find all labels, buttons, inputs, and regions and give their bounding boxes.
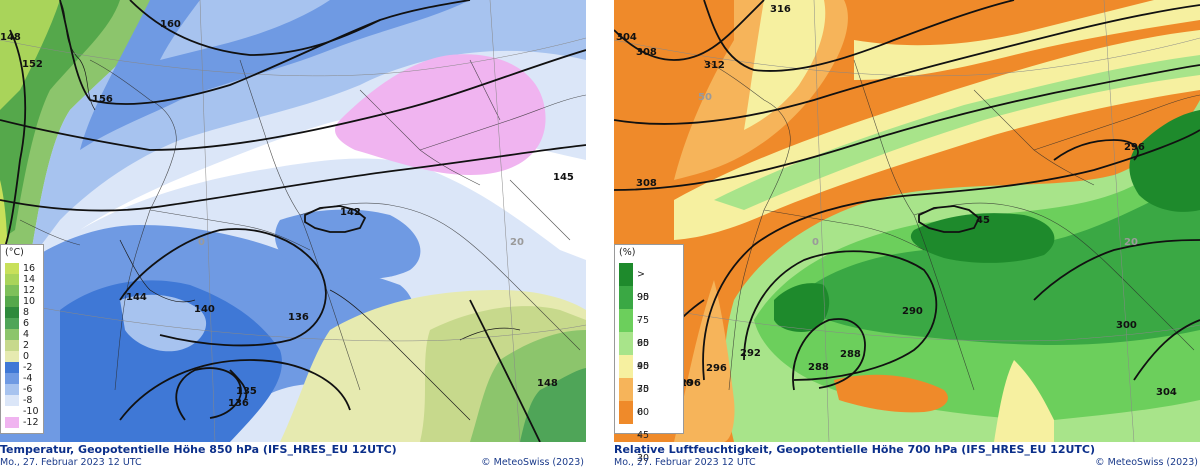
contour-label: 148 (0, 32, 21, 43)
contour-labels: 148 152 156 160 145 144 140 136 136 135 … (0, 19, 574, 409)
contour-label: 140 (194, 304, 215, 315)
contour-label: 135 (236, 386, 257, 397)
contour-label: 144 (126, 292, 147, 303)
contour-label: 288 (808, 362, 829, 373)
legend-label: -10 (23, 406, 39, 417)
contour-label: 156 (92, 94, 113, 105)
contour-label: 304 (1156, 387, 1177, 398)
legend-label: 2 (23, 340, 30, 351)
legend-swatch (5, 417, 19, 429)
legend-label: 16 (23, 263, 36, 274)
longitude-label: 20 (510, 237, 524, 248)
contour-label: 316 (770, 4, 791, 15)
legend-label: 45 - 60 (637, 361, 650, 418)
map-date: Mo., 27. Februar 2023 12 UTC (614, 457, 756, 468)
legend-swatch (619, 401, 633, 425)
contour-label: 296 (706, 363, 727, 374)
humidity-legend: (%) > 95 90 - 95 75 - 90 60 - 75 45 - 60 30 -… (614, 244, 684, 464)
legend-title: (%) (619, 247, 636, 258)
legend-title: (°C) (5, 247, 24, 258)
copyright: © MeteoSwiss (2023) (1095, 457, 1198, 468)
contour-label: 296 (680, 378, 701, 389)
legend-swatch (619, 332, 633, 356)
legend-swatch (619, 309, 633, 333)
contour-label: 148 (537, 378, 558, 389)
contour-label: 292 (740, 348, 761, 359)
contour-label: 312 (704, 60, 725, 71)
longitude-label: 20 (1124, 237, 1138, 248)
legend-swatch (619, 286, 633, 310)
latitude-label: 50 (698, 92, 712, 103)
contour-label: 136 (228, 398, 249, 409)
legend-label: 0 - 30 (637, 407, 650, 464)
contour-label: 160 (160, 19, 181, 30)
legend-label: 60 - 75 (637, 338, 650, 395)
legend-swatch (619, 355, 633, 379)
legend-label: -2 (23, 362, 33, 373)
legend-label: 90 - 95 (637, 292, 650, 349)
temperature-panel: 148 152 156 160 145 144 140 136 136 135 … (0, 0, 586, 469)
map-date: Mo., 27. Februar 2023 12 UTC (0, 457, 142, 468)
map-caption: Relative Luftfeuchtigkeit, Geopotentiell… (614, 443, 1096, 456)
contour-label: 136 (288, 312, 309, 323)
legend-label: -8 (23, 395, 33, 406)
legend-label: 0 (23, 351, 30, 362)
contour-labels: 316 304 308 312 308 296 292 296 290 288 … (616, 4, 1177, 398)
legend-label: 4 (23, 329, 30, 340)
legend-label: -4 (23, 373, 33, 384)
legend-label: 8 (23, 307, 30, 318)
contour-label: 288 (840, 349, 861, 360)
contour-label: 152 (22, 59, 43, 70)
humidity-panel: 316 304 308 312 308 296 292 296 290 288 … (614, 0, 1200, 469)
legend-label: 75 - 90 (637, 315, 650, 372)
legend-label: 30 - 45 (637, 384, 650, 441)
legend-label: -6 (23, 384, 33, 395)
legend-label: -12 (23, 417, 39, 428)
contour-label: 145 (553, 172, 574, 183)
legend-label: 14 (23, 274, 36, 285)
legend-label: 6 (23, 318, 30, 329)
contour-label: 304 (616, 32, 637, 43)
humidity-map: 316 304 308 312 308 296 292 296 290 288 … (614, 0, 1200, 442)
contour-label: 296 (1124, 142, 1145, 153)
map-caption: Temperatur, Geopotentielle Höhe 850 hPa … (0, 443, 397, 456)
contour-label: 308 (636, 178, 657, 189)
contour-label: 142 (340, 207, 361, 218)
temperature-map: 148 152 156 160 145 144 140 136 136 135 … (0, 0, 586, 442)
contour-label: 300 (1116, 320, 1137, 331)
legend-label: > 95 (637, 269, 650, 303)
legend-swatch (619, 378, 633, 402)
longitude-label: 0 (812, 237, 819, 248)
legend-label: 12 (23, 285, 36, 296)
copyright: © MeteoSwiss (2023) (481, 457, 584, 468)
temperature-legend: (°C) 16 14 12 10 8 6 4 2 0 -2 -4 -6 -8 -10 -12 (0, 244, 44, 434)
longitude-label: 0 (198, 237, 205, 248)
contour-label: 290 (902, 306, 923, 317)
contour-label: 308 (636, 47, 657, 58)
contour-label: 45 (976, 215, 990, 226)
legend-label: 10 (23, 296, 36, 307)
legend-swatch (619, 263, 633, 287)
